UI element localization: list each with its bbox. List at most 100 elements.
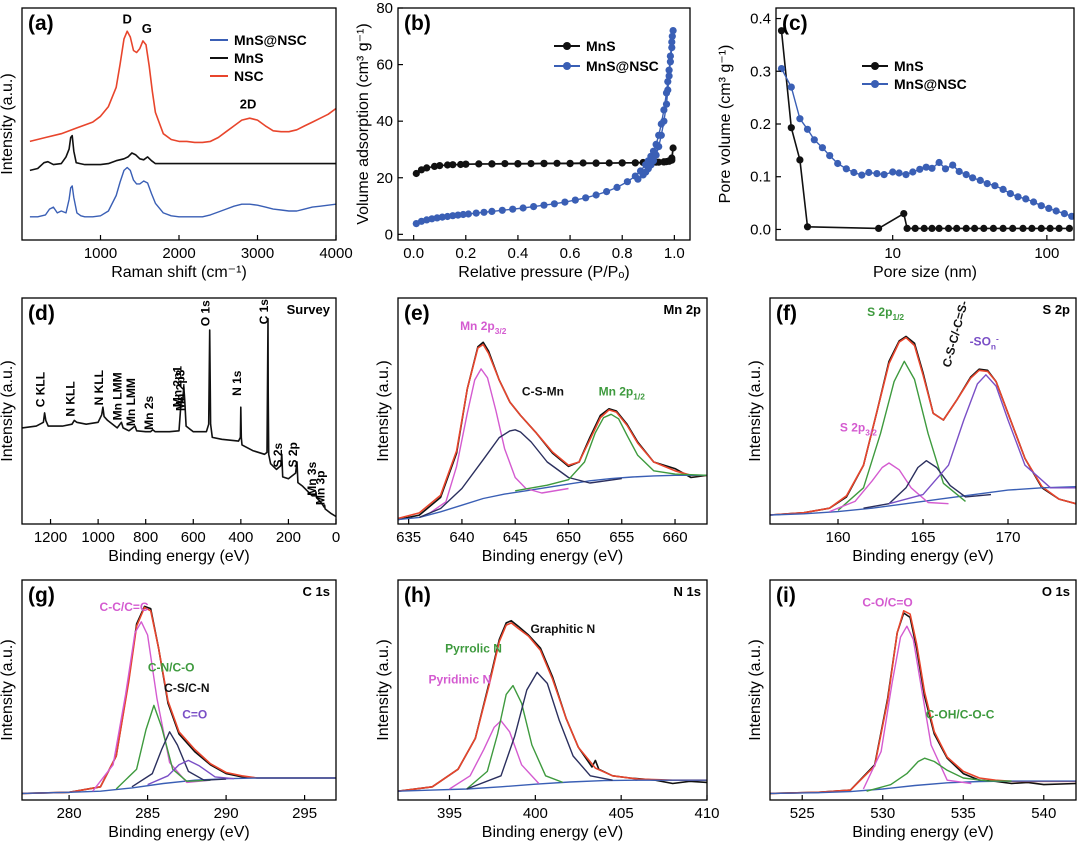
x-axis-label: Binding energy (eV) [482,824,623,841]
peak-annotation: C-C/C=C [100,600,149,614]
data-point [666,58,675,66]
data-point [592,191,600,199]
plot-area [22,317,336,518]
data-point [962,171,970,179]
x-tick-label: 640 [449,529,474,546]
legend-label: MnS [586,38,616,54]
x-axis-label: Pore size (nm) [873,264,977,281]
series-line-s-2p1-2 [837,360,966,511]
data-point [1009,224,1017,232]
data-point [1060,210,1068,218]
data-point [665,66,673,74]
data-point [668,44,676,52]
data-point [826,152,834,160]
data-point [842,165,850,173]
panel-label: (c) [782,12,808,35]
peak-annotation: C-O/C=O [862,595,912,609]
peak-annotation: 2D [240,97,257,112]
data-point [669,144,677,152]
data-point [777,65,786,73]
series-line-black [22,317,336,518]
plot-area [398,341,707,521]
y-tick-label: 0.2 [750,116,771,133]
data-point [613,183,621,191]
data-point [796,115,804,123]
x-tick-label: 0.2 [455,245,476,262]
peak-annotation: S 2p1/2 [867,305,904,322]
data-point [449,161,457,169]
data-point [664,78,672,86]
plot-area [29,30,336,218]
peak-annotation: Mn 2p3/2 [460,319,507,336]
y-tick-label: 0.4 [750,11,771,28]
data-point [449,212,457,220]
x-tick-label: 1000 [84,245,117,262]
axes-frame [21,297,337,525]
data-point [865,168,873,177]
data-point [498,206,506,214]
series-line-red [398,343,707,520]
data-point [920,224,928,232]
data-point [818,144,827,152]
x-tick-label: 160 [825,529,850,546]
data-point [540,160,548,168]
x-tick-label: 290 [214,805,239,822]
peak-annotation: Mn 2p1/2 [599,384,646,401]
data-point [803,125,812,133]
axes-frame [397,579,708,801]
y-tick-label: 20 [376,170,393,187]
data-point [579,159,587,167]
legend-marker [563,62,571,70]
data-point [592,159,600,167]
x-tick-label: 400 [228,529,253,546]
peak-annotation: Mn 3s [305,461,319,495]
data-point [777,27,786,35]
x-tick-label: 4000 [319,245,352,262]
x-tick-label: 0.6 [560,245,581,262]
series-line-baseline [398,474,707,521]
x-tick-label: 200 [276,529,301,546]
y-tick-label: 60 [376,57,393,74]
plot-area [777,27,1074,232]
data-point [969,174,977,182]
series-line-baseline [770,486,1076,516]
legend-label: MnS@NSC [234,32,307,48]
data-point [553,159,561,167]
data-point [582,194,590,202]
series-line-c-o-c-o [862,625,972,790]
data-point [527,160,535,168]
peak-annotation: C 1s [257,299,271,325]
data-point [660,158,668,166]
x-tick-label: 635 [396,529,421,546]
data-point [935,224,943,232]
x-tick-label: 600 [181,529,206,546]
series-line-baseline [398,779,707,792]
y-axis-label: Intensity (a.u.) [0,639,16,740]
data-point [935,158,943,167]
peak-annotation: D [122,11,131,26]
series-line-black [398,341,707,521]
data-point [438,213,446,221]
data-point [634,175,642,183]
x-tick-label: 170 [995,529,1020,546]
panel-label: (d) [28,302,55,325]
y-axis-label: Intensity (a.u.) [0,73,16,174]
panel-b: 0.0 0.2 0.4 0.6 0.8 1.0 0 20 40 60 80 Relative pres… [355,0,691,281]
data-point [454,211,462,219]
y-axis-label: Intensity (a.u.) [747,360,764,461]
series-line-c-o [147,759,235,786]
series-line-c-oh-c-o-c [866,757,1012,792]
x-tick-label: 1200 [34,529,67,546]
data-point [810,136,818,144]
legend-label: MnS [894,58,924,74]
panel-i: 525 530 535 540 Binding energy (eV) Intensity… [747,579,1077,841]
x-tick-label: 295 [292,805,317,822]
x-axis-label: Raman shift (cm⁻¹) [111,264,247,281]
data-point [540,201,548,209]
data-point [916,165,924,173]
data-point [605,159,613,167]
y-axis-label: Intensity (a.u.) [747,639,764,740]
x-tick-label: 0.4 [507,245,528,262]
legend-label: MnS@NSC [586,58,659,74]
